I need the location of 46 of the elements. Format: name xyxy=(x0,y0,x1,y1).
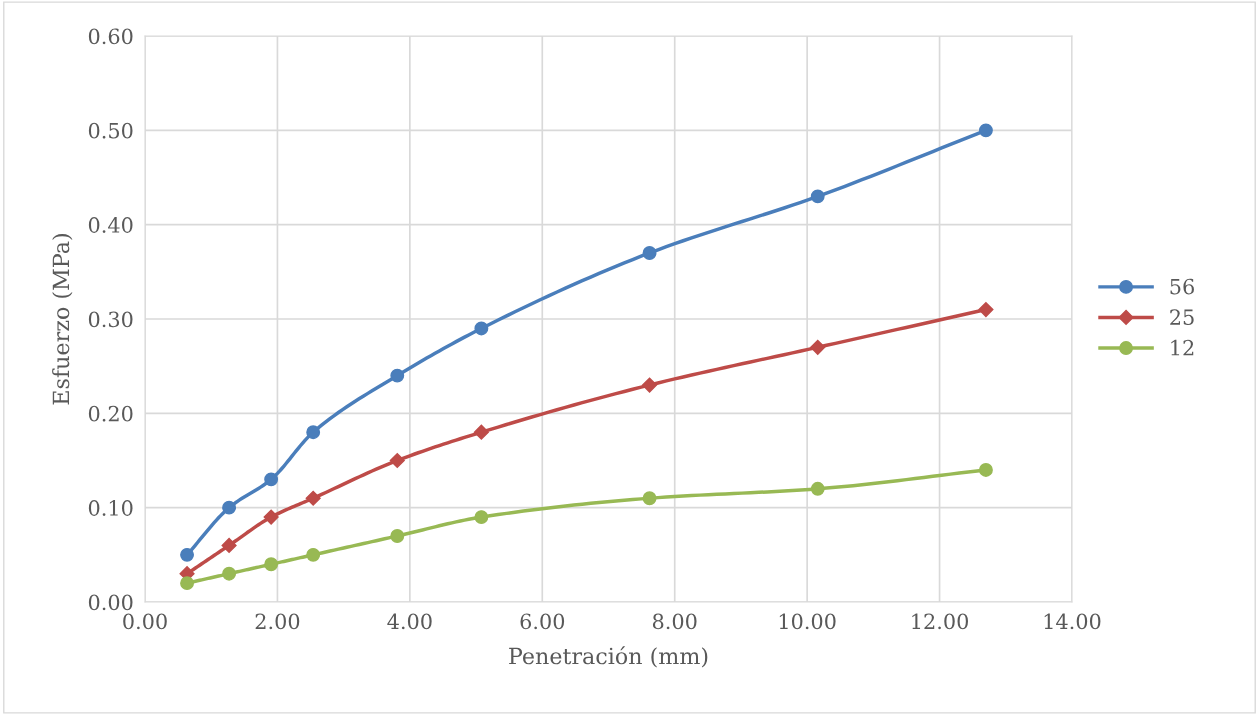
point xyxy=(390,368,405,383)
legend-label: 25 xyxy=(1170,309,1194,326)
x-tick-label: 6.00 xyxy=(520,613,565,630)
x-tick-label: 8.00 xyxy=(652,613,697,630)
point xyxy=(389,452,405,469)
y-tick-label: 0.60 xyxy=(88,28,133,45)
y-tick-label: 0.50 xyxy=(88,122,133,139)
y-tick-label: 0.30 xyxy=(88,311,133,328)
point xyxy=(474,321,489,336)
x-tick-label: 4.00 xyxy=(387,613,432,630)
point xyxy=(978,462,993,477)
point xyxy=(642,246,657,260)
point xyxy=(306,425,321,440)
y-axis-title: Esfuerzo (MPa) xyxy=(52,234,73,405)
point xyxy=(978,123,993,138)
point xyxy=(221,537,237,553)
point xyxy=(264,557,279,572)
x-tick-label: 0.00 xyxy=(123,613,167,630)
point xyxy=(263,509,279,525)
point xyxy=(264,472,279,487)
point xyxy=(810,481,825,496)
point xyxy=(641,377,658,393)
point xyxy=(474,510,489,525)
legend-label: 12 xyxy=(1171,339,1194,356)
point xyxy=(810,339,826,355)
point xyxy=(222,566,237,581)
point xyxy=(305,490,321,506)
point xyxy=(180,547,194,562)
x-tick-label: 12.00 xyxy=(912,613,969,630)
point xyxy=(473,424,489,440)
y-tick-label: 0.00 xyxy=(88,594,133,611)
y-tick-label: 0.20 xyxy=(88,405,133,422)
point xyxy=(978,301,994,318)
x-axis-title: Penetración (mm) xyxy=(509,646,708,668)
legend-label: 56 xyxy=(1170,278,1194,295)
x-tick-label: 14.00 xyxy=(1044,613,1101,630)
point xyxy=(306,547,321,562)
x-tick-label: 10.00 xyxy=(779,613,836,630)
point xyxy=(180,576,194,591)
x-tick-label: 2.00 xyxy=(255,613,300,630)
y-tick-label: 0.40 xyxy=(88,217,133,233)
point xyxy=(222,500,237,515)
y-tick-label: 0.10 xyxy=(88,500,133,516)
point xyxy=(642,491,657,506)
point xyxy=(390,529,405,543)
point xyxy=(810,189,825,204)
